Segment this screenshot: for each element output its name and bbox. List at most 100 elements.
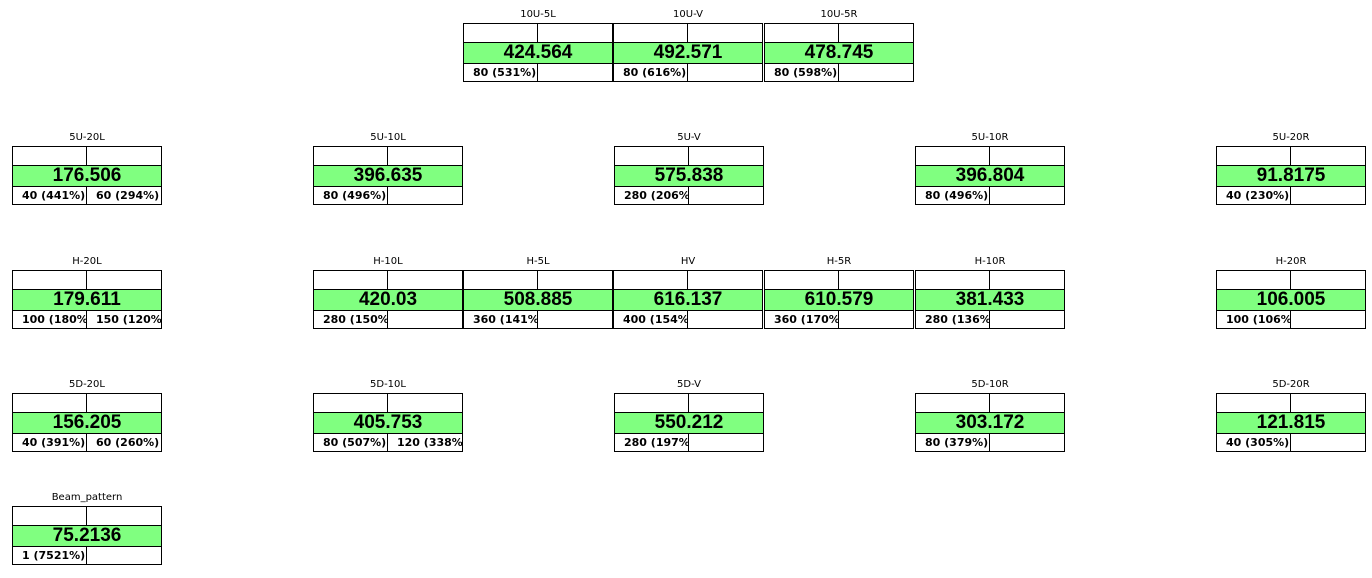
cell-top-row: [765, 271, 913, 290]
cell-name: H-5R: [826, 256, 852, 267]
cell-name: HV: [680, 256, 696, 267]
cell-value: 616.137: [614, 290, 762, 310]
cell-bottom-left: 360 (141%): [464, 311, 538, 329]
cell-bottom-row: 80 (496%): [916, 186, 1064, 205]
cell-top-left: [13, 147, 87, 165]
cell-top-row: [614, 24, 762, 43]
cell-name: 5D-10R: [971, 379, 1009, 390]
cell-bottom-left: 40 (230%): [1217, 187, 1291, 205]
cell-box: 575.838 280 (206%): [614, 146, 764, 205]
cell-bottom-right: 120 (338%): [397, 436, 462, 449]
cell-top-right: [388, 394, 462, 412]
cell-bottom-right: [538, 311, 612, 329]
cell-bottom-right: [990, 434, 1064, 452]
cell-bottom-row: 40 (305%): [1217, 433, 1365, 452]
cell-top-right: [688, 24, 762, 42]
cell-top-right: [87, 271, 161, 289]
cell-top-row: [13, 507, 161, 526]
cell-box: 396.804 80 (496%): [915, 146, 1065, 205]
cell-bottom-left: 80 (507%): [314, 434, 388, 452]
cell-bottom-row: 80 (507%) 120 (338%): [314, 433, 462, 452]
cell-box: 396.635 80 (496%): [313, 146, 463, 205]
cell-bottom-row: 1 (7521%): [13, 546, 161, 565]
cell-top-row: [916, 147, 1064, 166]
cell-top-right: [990, 147, 1064, 165]
cell-bottom-right: 60 (294%): [96, 189, 160, 202]
cell-bottom-left: 100 (106%): [1217, 311, 1291, 329]
cell-top-left: [314, 147, 388, 165]
cell-box: 75.2136 1 (7521%): [12, 506, 162, 565]
cell-top-left: [314, 394, 388, 412]
cell-top-right: [388, 271, 462, 289]
cell-bottom-right: [839, 64, 913, 82]
cell-bottom-row: 360 (170%): [765, 310, 913, 329]
cell-name: 10U-5L: [520, 9, 556, 20]
cell-bottom-left: 280 (136%): [916, 311, 990, 329]
cell-top-left: [765, 271, 839, 289]
cell-top-row: [916, 394, 1064, 413]
cell-name: 5D-V: [677, 379, 701, 390]
cell-value: 405.753: [314, 413, 462, 433]
cell-bottom-row: 280 (136%): [916, 310, 1064, 329]
cell-top-row: [13, 394, 161, 413]
cell-name: H-10R: [974, 256, 1006, 267]
cell-bottom-right: [1291, 434, 1365, 452]
cell-box: 508.885 360 (141%): [463, 270, 613, 329]
cell-value: 156.205: [13, 413, 161, 433]
cell-top-left: [615, 147, 689, 165]
cell-top-left: [13, 507, 87, 525]
cell-value: 303.172: [916, 413, 1064, 433]
cell-top-left: [1217, 271, 1291, 289]
cell-bottom-row: 80 (496%): [314, 186, 462, 205]
cell-top-right: [87, 147, 161, 165]
cell-top-row: [464, 271, 612, 290]
cell-bottom-row: 40 (391%) 60 (260%): [13, 433, 161, 452]
cell-top-right: [990, 271, 1064, 289]
cell-bottom-right: [538, 64, 612, 82]
cell-bottom-row: 100 (180%) 150 (120%): [13, 310, 161, 329]
cell-top-right: [538, 24, 612, 42]
cell-bottom-row: 360 (141%): [464, 310, 612, 329]
cell-top-right: [688, 271, 762, 289]
cell-box: 610.579 360 (170%): [764, 270, 914, 329]
cell-top-right: [388, 147, 462, 165]
cell-bottom-row: 80 (598%): [765, 63, 913, 82]
cell-bottom-row: 80 (531%): [464, 63, 612, 82]
cell-box: 492.571 80 (616%): [613, 23, 763, 82]
cell-bottom-right: [688, 311, 762, 329]
cell-name: 5U-10L: [370, 132, 406, 143]
cell-top-row: [1217, 394, 1365, 413]
cell-top-row: [314, 394, 462, 413]
cell-top-left: [1217, 147, 1291, 165]
cell-box: 381.433 280 (136%): [915, 270, 1065, 329]
cell-top-left: [614, 271, 688, 289]
cell-value: 420.03: [314, 290, 462, 310]
cell-name: 5U-20L: [69, 132, 105, 143]
cell-bottom-row: 40 (441%) 60 (294%): [13, 186, 161, 205]
cell-bottom-left: 40 (441%): [13, 187, 87, 205]
cell-bottom-row: 100 (106%): [1217, 310, 1365, 329]
cell-box: 405.753 80 (507%) 120 (338%): [313, 393, 463, 452]
cell-bottom-right: [689, 434, 763, 452]
cell-top-left: [13, 271, 87, 289]
cell-top-row: [1217, 147, 1365, 166]
cell-bottom-right: [388, 311, 462, 329]
cell-top-left: [615, 394, 689, 412]
cell-bottom-row: 80 (379%): [916, 433, 1064, 452]
cell-name: H-5L: [526, 256, 550, 267]
cell-box: 550.212 280 (197%): [614, 393, 764, 452]
cell-value: 478.745: [765, 43, 913, 63]
cell-top-left: [614, 24, 688, 42]
cell-top-right: [87, 507, 161, 525]
cell-bottom-right: 150 (120%): [96, 313, 161, 326]
cell-bottom-left: 280 (150%): [314, 311, 388, 329]
cell-top-right: [839, 271, 913, 289]
cell-box: 91.8175 40 (230%): [1216, 146, 1366, 205]
cell-value: 610.579: [765, 290, 913, 310]
cell-bottom-left: 80 (616%): [614, 64, 688, 82]
cell-bottom-left: 80 (496%): [314, 187, 388, 205]
cell-top-left: [314, 271, 388, 289]
cell-top-row: [765, 24, 913, 43]
cell-bottom-right: [1291, 311, 1365, 329]
cell-value: 91.8175: [1217, 166, 1365, 186]
